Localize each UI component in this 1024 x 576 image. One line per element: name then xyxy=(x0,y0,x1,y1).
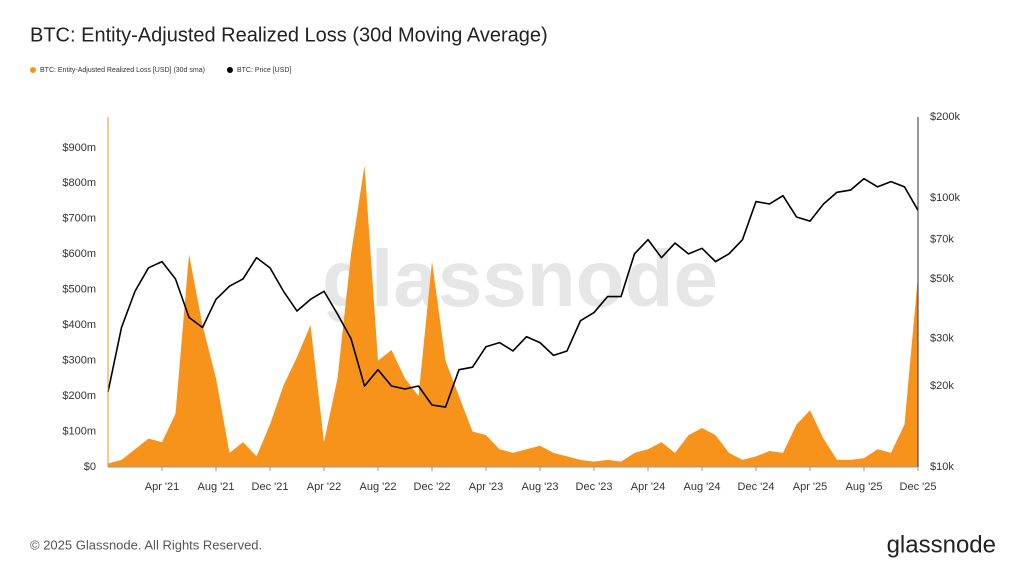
legend-label: BTC: Price [USD] xyxy=(237,67,292,74)
y-tick-label: $800m xyxy=(62,177,96,189)
chart-title: BTC: Entity-Adjusted Realized Loss (30d … xyxy=(30,24,548,46)
x-tick-label: Apr '24 xyxy=(631,481,666,493)
y-tick-label: $200m xyxy=(62,390,96,402)
y-tick-label: $0 xyxy=(84,461,96,473)
legend-marker xyxy=(30,67,36,73)
y-tick-label: $100m xyxy=(62,425,96,437)
y-tick-label: $500m xyxy=(62,284,96,296)
legend-label: BTC: Entity-Adjusted Realized Loss [USD]… xyxy=(40,67,205,74)
x-tick-label: Apr '22 xyxy=(307,481,342,493)
x-tick-label: Aug '22 xyxy=(360,481,397,493)
x-tick-label: Dec '23 xyxy=(576,481,613,493)
x-tick-label: Dec '22 xyxy=(414,481,451,493)
y2-tick-label: $100k xyxy=(930,192,960,204)
y-tick-label: $900m xyxy=(62,142,96,154)
footer: © 2025 Glassnode. All Rights Reserved. xyxy=(30,537,262,552)
x-tick-label: Dec '25 xyxy=(900,481,937,493)
x-tick-label: Apr '21 xyxy=(145,481,180,493)
y2-tick-label: $50k xyxy=(930,273,954,285)
watermark: glassnode xyxy=(322,234,718,323)
logo: glassnode xyxy=(887,531,996,558)
price-line xyxy=(107,177,919,408)
y-tick-label: $300m xyxy=(62,355,96,367)
y-tick-label: $700m xyxy=(62,213,96,225)
x-tick-label: Aug '23 xyxy=(522,481,559,493)
y-tick-label: $600m xyxy=(62,248,96,260)
x-tick-label: Apr '23 xyxy=(469,481,504,493)
x-tick-label: Aug '24 xyxy=(684,481,721,493)
x-tick-label: Aug '21 xyxy=(198,481,235,493)
y2-tick-label: $20k xyxy=(930,380,954,392)
y2-tick-label: $30k xyxy=(930,333,954,345)
loss-area xyxy=(108,165,918,468)
x-tick-label: Apr '25 xyxy=(793,481,828,493)
x-tick-label: Dec '24 xyxy=(738,481,775,493)
y-tick-label: $400m xyxy=(62,319,96,331)
y2-tick-label: $10k xyxy=(930,461,954,473)
legend-marker xyxy=(226,67,233,73)
x-tick-label: Dec '21 xyxy=(252,481,289,493)
x-tick-label: Aug '25 xyxy=(846,481,883,493)
y2-tick-label: $70k xyxy=(930,234,954,246)
y2-tick-label: $200k xyxy=(930,111,960,123)
